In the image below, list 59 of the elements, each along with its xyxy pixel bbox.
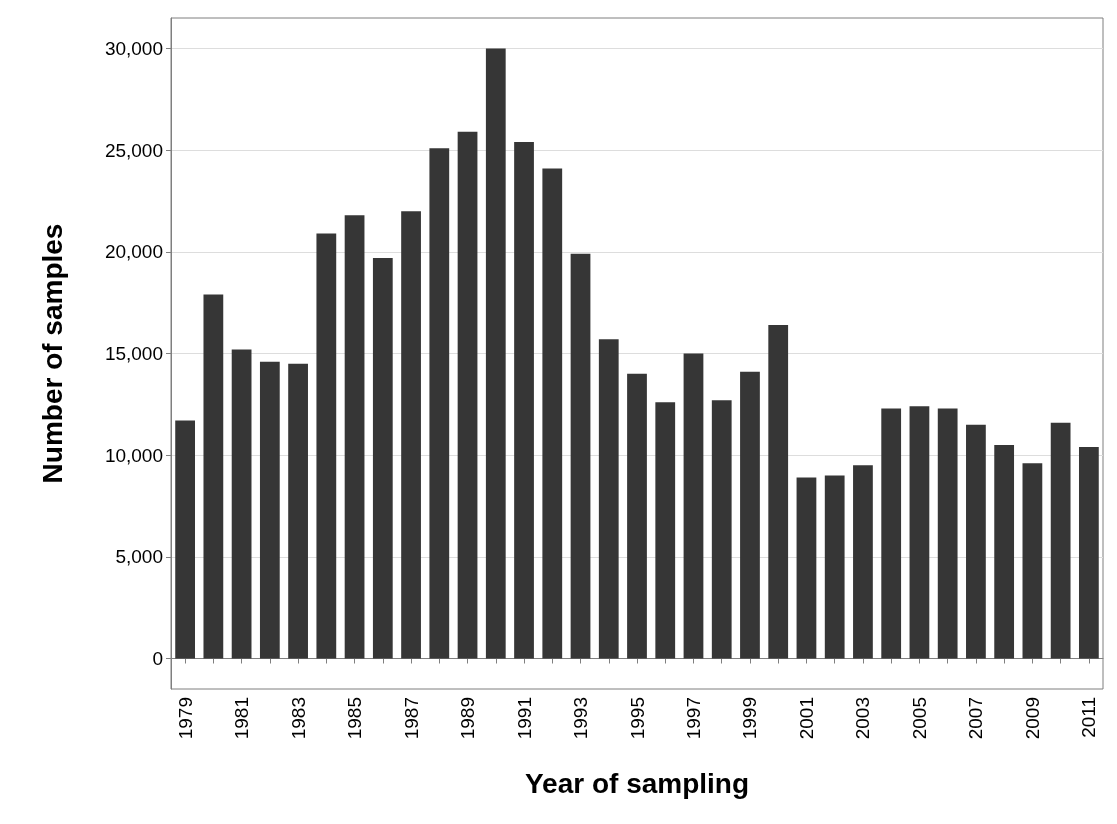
- bar: [457, 131, 478, 659]
- x-tick-label: 1991: [513, 697, 535, 740]
- bar: [514, 142, 534, 659]
- x-axis-title: Year of sampling: [524, 767, 750, 799]
- x-tick-label: 2011: [1078, 697, 1100, 738]
- x-tick-label: 1999: [739, 697, 761, 740]
- x-tick-label: 1993: [570, 697, 592, 740]
- bar: [881, 408, 902, 659]
- x-tick-label: 1995: [626, 697, 648, 740]
- bar: [655, 402, 676, 659]
- x-tick-label: 2005: [908, 697, 930, 740]
- bar: [768, 325, 789, 659]
- y-tick-label: 25,000: [104, 139, 163, 161]
- bar: [570, 253, 591, 659]
- bar: [740, 371, 760, 659]
- y-tick-label: 15,000: [104, 343, 163, 364]
- bar: [231, 349, 252, 659]
- bar: [485, 48, 506, 659]
- bar: [288, 363, 308, 659]
- bar: [683, 353, 704, 659]
- x-tick-label: 1989: [457, 697, 479, 740]
- bar: [429, 148, 450, 659]
- x-tick-label: 1997: [682, 697, 704, 740]
- x-tick-label: 1983: [287, 697, 309, 740]
- bar: [966, 424, 986, 659]
- y-tick-label: 5,000: [115, 546, 163, 568]
- bar: [994, 445, 1015, 659]
- y-axis-title: Number of samples: [36, 223, 68, 484]
- x-tick-label: 2007: [965, 697, 987, 740]
- bar: [259, 361, 280, 659]
- bar: [711, 400, 732, 659]
- x-tick-label: 1979: [174, 697, 196, 740]
- bar: [542, 168, 563, 659]
- bar: [853, 465, 873, 659]
- y-tick-label: 20,000: [104, 241, 163, 263]
- bar: [627, 373, 647, 659]
- bar: [1050, 422, 1071, 659]
- x-tick-label: 1981: [231, 697, 253, 740]
- bar: [175, 420, 196, 659]
- bar: [203, 294, 224, 659]
- x-tick-label: 2001: [795, 697, 817, 740]
- x-tick-label: 1987: [400, 697, 422, 740]
- x-tick-label: 1985: [344, 697, 366, 740]
- bar: [598, 339, 619, 659]
- bar: [1078, 447, 1099, 659]
- y-tick-label: 10,000: [104, 444, 163, 466]
- bar: [909, 406, 930, 659]
- y-tick-label: 0: [152, 648, 163, 669]
- bar: [372, 257, 393, 659]
- x-tick-label: 2003: [852, 697, 874, 740]
- bar: [796, 477, 817, 659]
- bar: [344, 215, 365, 659]
- bar: [316, 233, 337, 659]
- bar: [1022, 463, 1043, 659]
- x-tick-label: 2009: [1021, 697, 1043, 740]
- bar: [937, 408, 958, 659]
- bar: [824, 475, 845, 659]
- bar: [401, 211, 421, 659]
- y-tick-label: 30,000: [104, 38, 163, 59]
